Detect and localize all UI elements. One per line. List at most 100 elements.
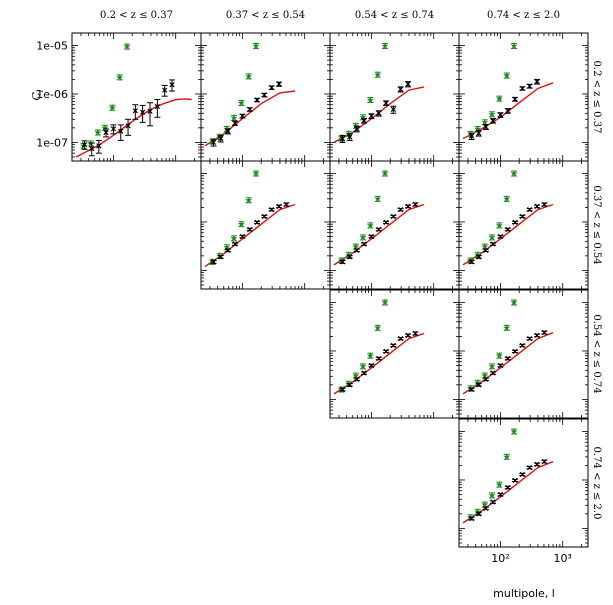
- black-point: [541, 201, 548, 208]
- y-axis-label: Cl: [30, 89, 45, 100]
- black-point: [412, 201, 419, 208]
- black-point: [147, 102, 154, 127]
- black-point: [397, 206, 404, 213]
- black-point: [346, 254, 353, 260]
- black-point: [254, 97, 261, 103]
- row-title: 0.54 < z ≤ 0.74: [591, 314, 602, 393]
- black-point: [217, 254, 224, 260]
- black-point: [468, 386, 475, 393]
- black-point: [512, 219, 519, 226]
- panel: [329, 289, 460, 419]
- y-tick-label: 1e-06: [36, 88, 68, 101]
- column-title: 0.37 < z ≤ 0.54: [226, 10, 305, 21]
- green-point: [503, 72, 511, 79]
- black-point: [405, 81, 412, 88]
- black-point: [224, 128, 231, 135]
- panel: [458, 32, 589, 162]
- panel-frame: [458, 418, 589, 548]
- black-point: [519, 342, 526, 349]
- black-point: [482, 376, 489, 382]
- black-point: [490, 241, 497, 247]
- row-title: 0.74 < z ≤ 2.0: [591, 447, 602, 520]
- black-point: [339, 259, 346, 265]
- y-tick-label: 1e-07: [36, 136, 68, 149]
- black-point: [541, 329, 548, 336]
- panel: [458, 160, 589, 290]
- green-point: [352, 243, 360, 250]
- black-point: [375, 226, 382, 233]
- black-point: [139, 104, 146, 123]
- black-point: [88, 142, 95, 157]
- black-point: [103, 128, 110, 138]
- panel-frame: [200, 160, 331, 290]
- black-point: [368, 233, 375, 240]
- black-point: [375, 110, 382, 117]
- green-point: [510, 298, 518, 306]
- black-point: [405, 203, 412, 209]
- black-point: [283, 201, 290, 208]
- panel: [200, 160, 331, 290]
- green-point: [359, 233, 367, 241]
- black-point: [232, 241, 239, 247]
- black-point: [397, 335, 404, 342]
- green-point: [216, 133, 224, 140]
- black-point: [526, 335, 533, 342]
- x-axis-label: multipole, l: [493, 587, 555, 600]
- black-point: [512, 477, 519, 484]
- green-point: [381, 42, 389, 49]
- green-point: [352, 372, 360, 379]
- green-point: [474, 125, 482, 132]
- model-curve: [75, 98, 192, 158]
- black-point: [390, 213, 397, 220]
- black-point: [490, 499, 497, 505]
- black-point: [353, 376, 360, 382]
- black-point: [390, 105, 397, 114]
- black-point: [490, 370, 497, 376]
- black-point: [526, 464, 533, 471]
- black-point: [368, 113, 375, 120]
- black-point: [276, 203, 283, 209]
- black-point: [468, 515, 475, 522]
- black-point: [390, 342, 397, 349]
- black-point: [232, 120, 239, 126]
- panel: [200, 32, 331, 162]
- panel: [458, 289, 589, 419]
- green-point: [503, 453, 511, 460]
- panel-frame: [329, 289, 460, 419]
- black-point: [261, 213, 268, 220]
- black-point: [526, 206, 533, 213]
- green-point: [503, 195, 511, 202]
- panel: 1e-07 1e-06 1e-05: [36, 32, 202, 162]
- green-point: [481, 118, 489, 126]
- green-point: [245, 72, 253, 80]
- black-point: [110, 124, 117, 135]
- black-point: [468, 259, 475, 265]
- black-point: [490, 118, 497, 124]
- green-point: [481, 243, 489, 250]
- green-point: [366, 96, 374, 103]
- black-point: [504, 355, 511, 362]
- black-point: [475, 382, 482, 388]
- black-point: [497, 362, 504, 369]
- panel-frame: [458, 32, 589, 162]
- green-point: [510, 42, 518, 49]
- black-point: [210, 259, 217, 265]
- black-point: [482, 123, 489, 130]
- green-point: [116, 73, 124, 81]
- green-point: [223, 243, 231, 251]
- green-point: [488, 233, 496, 241]
- black-point: [254, 219, 261, 226]
- green-point: [252, 42, 260, 49]
- x-tick-label: 10³: [553, 552, 571, 565]
- black-point: [519, 471, 526, 478]
- black-point: [534, 461, 541, 467]
- black-point: [375, 355, 382, 362]
- black-point: [246, 106, 253, 113]
- black-point: [117, 124, 124, 141]
- black-point: [169, 79, 176, 92]
- green-point: [474, 508, 482, 515]
- green-point: [503, 324, 511, 331]
- black-point: [526, 83, 533, 89]
- green-point: [381, 298, 389, 306]
- green-point: [510, 169, 518, 177]
